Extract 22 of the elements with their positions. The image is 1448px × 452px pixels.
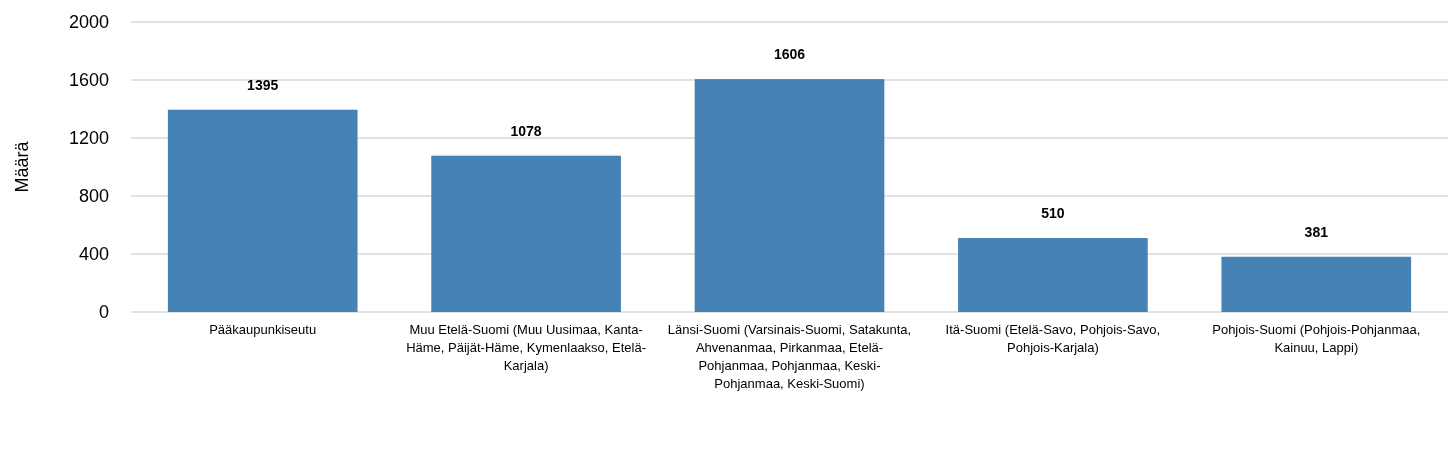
data-label: 1078 <box>510 122 542 139</box>
x-tick-label: Muu Etelä-Suomi (Muu Uusimaa, Kanta-Häme, Päijät-Häme, Kymenlaakso, Etelä-Karjala) <box>406 322 647 373</box>
bar <box>958 238 1148 312</box>
data-label: 510 <box>1041 205 1065 222</box>
y-tick-label: 2000 <box>68 12 109 33</box>
y-tick-label: 800 <box>78 186 109 207</box>
bar <box>167 109 358 312</box>
y-tick-label: 400 <box>78 244 109 265</box>
bar <box>694 79 885 312</box>
data-label: 1606 <box>773 46 806 63</box>
y-tick-label: 1600 <box>68 70 109 91</box>
y-tick-label: 1200 <box>68 128 109 149</box>
y-tick-label: 0 <box>98 302 109 323</box>
bar <box>431 155 621 312</box>
data-label: 381 <box>1304 223 1329 240</box>
x-tick-label: Pääkaupunkiseutu <box>209 322 317 337</box>
x-tick-label: Pohjois-Suomi (Pohjois-Pohjanmaa, Kainuu, Lappi) <box>1212 322 1421 355</box>
x-tick-label: Länsi-Suomi (Varsinais-Suomi, Satakunta, Ahvenanmaa, Pirkanmaa, Etelä-Pohjanmaa, Pohjanmaa, Keski-Pohjanmaa, Keski-Suomi) <box>667 322 912 391</box>
data-label: 1395 <box>247 76 279 93</box>
y-axis-title: Määrä <box>12 140 32 193</box>
x-tick-label: Itä-Suomi (Etelä-Savo, Pohjois-Savo, Pohjois-Karjala) <box>945 322 1161 355</box>
bar <box>1221 256 1412 312</box>
